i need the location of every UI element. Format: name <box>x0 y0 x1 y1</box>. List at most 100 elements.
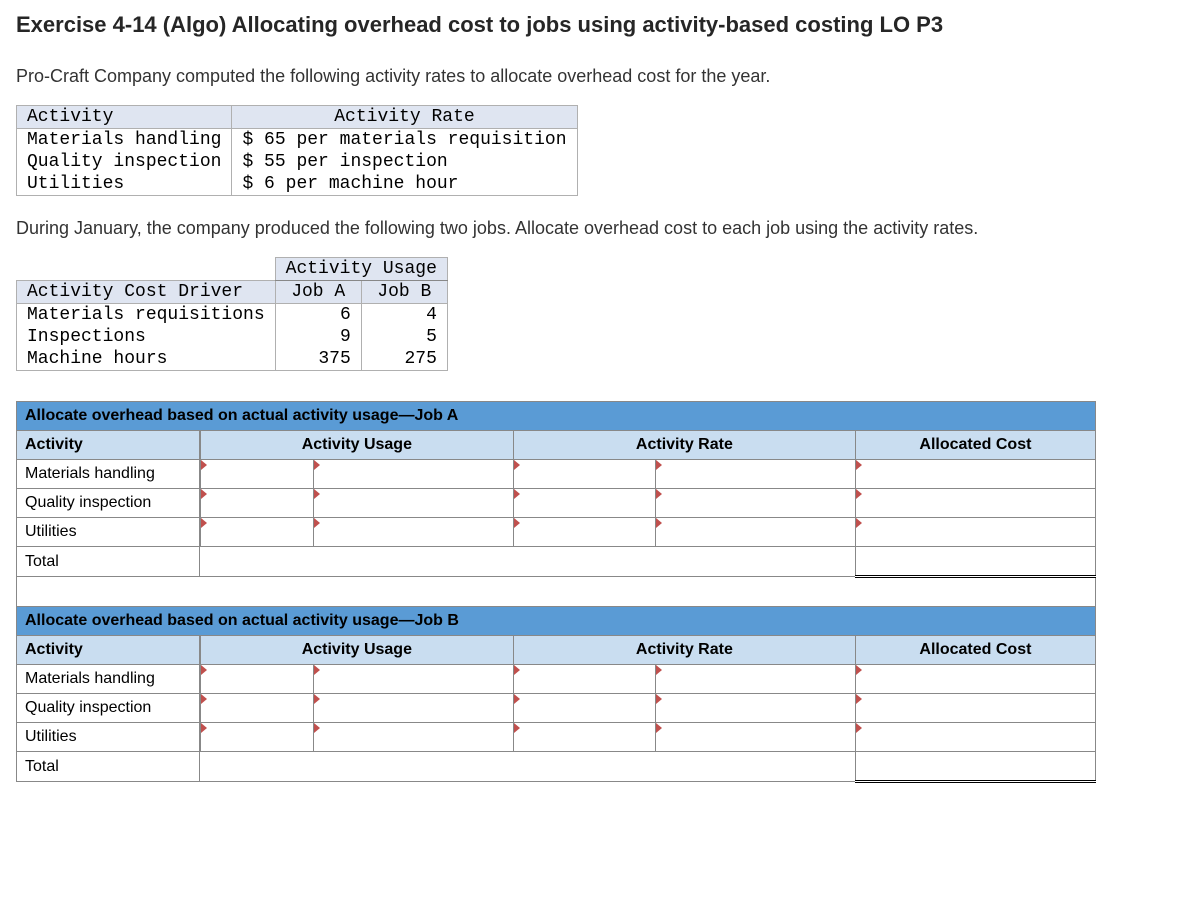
ws-input-cell[interactable] <box>513 723 655 752</box>
edit-marker-icon <box>514 723 520 733</box>
ws-input-cell[interactable] <box>314 460 514 489</box>
rates-cell: Utilities <box>17 173 232 196</box>
activity-rates-table: Activity Activity Rate Materials handlin… <box>16 105 578 196</box>
rates-cell: Materials handling <box>17 129 232 152</box>
page-title: Exercise 4-14 (Algo) Allocating overhead… <box>16 12 1184 38</box>
edit-marker-icon <box>201 489 207 499</box>
ws-spacer <box>17 577 1096 607</box>
ws-row-label: Utilities <box>17 723 200 752</box>
ws-head-rate: Activity Rate <box>513 636 855 665</box>
edit-marker-icon <box>201 723 207 733</box>
worksheet-job-a: Allocate overhead based on actual activi… <box>16 401 1096 783</box>
edit-marker-icon <box>514 460 520 470</box>
ws-a-title: Allocate overhead based on actual activi… <box>17 402 1096 431</box>
edit-marker-icon <box>856 489 862 499</box>
rates-header-rate: Activity Rate <box>232 106 577 129</box>
rates-cell: $ 55 per inspection <box>232 151 577 173</box>
ws-input-cell[interactable] <box>855 723 1095 752</box>
ws-head-usage: Activity Usage <box>200 636 514 665</box>
ws-input-cell[interactable] <box>656 460 856 489</box>
ws-input-cell[interactable] <box>855 694 1095 723</box>
edit-marker-icon <box>656 489 662 499</box>
ws-input-cell[interactable] <box>200 694 314 723</box>
ws-input-cell[interactable] <box>314 694 514 723</box>
edit-marker-icon <box>201 665 207 675</box>
ws-input-cell[interactable] <box>200 518 314 547</box>
ws-row-label: Total <box>17 752 200 782</box>
rates-header-activity: Activity <box>17 106 232 129</box>
ws-head-usage: Activity Usage <box>200 431 514 460</box>
edit-marker-icon <box>314 518 320 528</box>
rates-cell: Quality inspection <box>17 151 232 173</box>
intro-text-2: During January, the company produced the… <box>16 218 1184 239</box>
intro-text-1: Pro-Craft Company computed the following… <box>16 66 1184 87</box>
ws-input-cell[interactable] <box>513 665 655 694</box>
edit-marker-icon <box>514 665 520 675</box>
ws-head-activity: Activity <box>17 636 200 665</box>
ws-input-cell[interactable] <box>855 489 1095 518</box>
edit-marker-icon <box>201 694 207 704</box>
ws-row-label: Utilities <box>17 518 200 547</box>
ws-input-cell[interactable] <box>200 665 314 694</box>
ws-input-cell[interactable] <box>656 489 856 518</box>
ws-input-cell[interactable] <box>513 489 655 518</box>
activity-usage-table: Activity Usage Activity Cost Driver Job … <box>16 257 448 371</box>
ws-head-cost: Allocated Cost <box>855 636 1095 665</box>
edit-marker-icon <box>856 460 862 470</box>
rates-cell: $ 65 per materials requisition <box>232 129 577 152</box>
edit-marker-icon <box>314 489 320 499</box>
usage-col-jobb: Job B <box>361 281 447 304</box>
ws-blank <box>200 547 856 577</box>
ws-input-cell[interactable] <box>656 665 856 694</box>
ws-row-label: Materials handling <box>17 460 200 489</box>
ws-row-label: Quality inspection <box>17 489 200 518</box>
ws-row-label: Total <box>17 547 200 577</box>
ws-input-cell[interactable] <box>314 665 514 694</box>
ws-input-cell[interactable] <box>314 723 514 752</box>
usage-val: 9 <box>275 326 361 348</box>
ws-input-cell[interactable] <box>200 460 314 489</box>
ws-input-cell[interactable] <box>314 489 514 518</box>
ws-input-cell[interactable] <box>200 489 314 518</box>
ws-total-cell[interactable] <box>855 752 1095 782</box>
edit-marker-icon <box>856 665 862 675</box>
ws-input-cell[interactable] <box>513 460 655 489</box>
edit-marker-icon <box>514 489 520 499</box>
usage-col-driver: Activity Cost Driver <box>17 281 276 304</box>
ws-input-cell[interactable] <box>855 665 1095 694</box>
ws-head-rate: Activity Rate <box>513 431 855 460</box>
edit-marker-icon <box>656 694 662 704</box>
ws-input-cell[interactable] <box>513 518 655 547</box>
ws-total-cell[interactable] <box>855 547 1095 577</box>
edit-marker-icon <box>514 518 520 528</box>
usage-val: 6 <box>275 304 361 327</box>
ws-input-cell[interactable] <box>314 518 514 547</box>
edit-marker-icon <box>656 460 662 470</box>
ws-head-activity: Activity <box>17 431 200 460</box>
ws-row-label: Materials handling <box>17 665 200 694</box>
edit-marker-icon <box>856 723 862 733</box>
usage-header-top: Activity Usage <box>275 258 447 281</box>
usage-val: 375 <box>275 348 361 371</box>
ws-b-title: Allocate overhead based on actual activi… <box>17 607 1096 636</box>
edit-marker-icon <box>856 518 862 528</box>
rates-cell: $ 6 per machine hour <box>232 173 577 196</box>
edit-marker-icon <box>656 518 662 528</box>
ws-input-cell[interactable] <box>656 694 856 723</box>
usage-label: Inspections <box>17 326 276 348</box>
edit-marker-icon <box>514 694 520 704</box>
ws-row-label: Quality inspection <box>17 694 200 723</box>
usage-val: 4 <box>361 304 447 327</box>
ws-input-cell[interactable] <box>855 518 1095 547</box>
ws-input-cell[interactable] <box>855 460 1095 489</box>
edit-marker-icon <box>656 723 662 733</box>
edit-marker-icon <box>314 665 320 675</box>
ws-input-cell[interactable] <box>656 723 856 752</box>
ws-input-cell[interactable] <box>513 694 655 723</box>
ws-input-cell[interactable] <box>200 723 314 752</box>
edit-marker-icon <box>201 518 207 528</box>
ws-input-cell[interactable] <box>656 518 856 547</box>
usage-val: 275 <box>361 348 447 371</box>
usage-label: Machine hours <box>17 348 276 371</box>
ws-blank <box>200 752 856 782</box>
